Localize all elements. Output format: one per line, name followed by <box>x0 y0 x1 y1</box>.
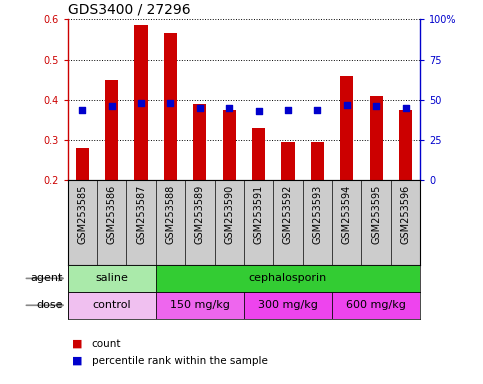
Bar <box>332 292 420 319</box>
Bar <box>282 142 295 180</box>
Text: GSM253588: GSM253588 <box>166 185 175 244</box>
Text: ■: ■ <box>72 339 83 349</box>
Text: count: count <box>92 339 121 349</box>
Bar <box>311 142 324 180</box>
Point <box>137 100 145 106</box>
Bar <box>340 76 354 180</box>
Bar <box>68 265 156 292</box>
Text: dose: dose <box>36 300 63 310</box>
Text: GSM253593: GSM253593 <box>313 185 322 244</box>
Point <box>255 108 262 114</box>
Point <box>78 106 86 113</box>
Text: GSM253591: GSM253591 <box>254 185 264 244</box>
Text: 300 mg/kg: 300 mg/kg <box>258 300 318 310</box>
Bar <box>134 25 148 180</box>
Point <box>196 105 204 111</box>
Bar <box>244 292 332 319</box>
Point <box>108 103 115 109</box>
Bar <box>68 292 156 319</box>
Point <box>343 102 351 108</box>
Text: GDS3400 / 27296: GDS3400 / 27296 <box>68 3 190 17</box>
Text: GSM253586: GSM253586 <box>107 185 117 244</box>
Bar <box>252 128 265 180</box>
Text: GSM253587: GSM253587 <box>136 185 146 244</box>
Text: percentile rank within the sample: percentile rank within the sample <box>92 356 268 366</box>
Text: agent: agent <box>30 273 63 283</box>
Point <box>284 106 292 113</box>
Point <box>167 100 174 106</box>
Bar <box>156 265 420 292</box>
Point <box>372 103 380 109</box>
Text: 600 mg/kg: 600 mg/kg <box>346 300 406 310</box>
Point <box>226 105 233 111</box>
Bar <box>156 292 244 319</box>
Point <box>402 105 410 111</box>
Bar <box>105 80 118 180</box>
Text: control: control <box>92 300 131 310</box>
Point <box>313 106 321 113</box>
Text: cephalosporin: cephalosporin <box>249 273 327 283</box>
Text: GSM253596: GSM253596 <box>400 185 411 244</box>
Bar <box>164 33 177 180</box>
Text: ■: ■ <box>72 356 83 366</box>
Text: GSM253592: GSM253592 <box>283 185 293 244</box>
Bar <box>193 104 206 180</box>
Bar <box>76 148 89 180</box>
Text: GSM253585: GSM253585 <box>77 185 87 244</box>
Bar <box>223 110 236 180</box>
Bar <box>369 96 383 180</box>
Text: 150 mg/kg: 150 mg/kg <box>170 300 230 310</box>
Text: GSM253594: GSM253594 <box>342 185 352 244</box>
Text: saline: saline <box>95 273 128 283</box>
Text: GSM253589: GSM253589 <box>195 185 205 244</box>
Text: GSM253595: GSM253595 <box>371 185 381 244</box>
Text: GSM253590: GSM253590 <box>224 185 234 244</box>
Bar <box>399 110 412 180</box>
